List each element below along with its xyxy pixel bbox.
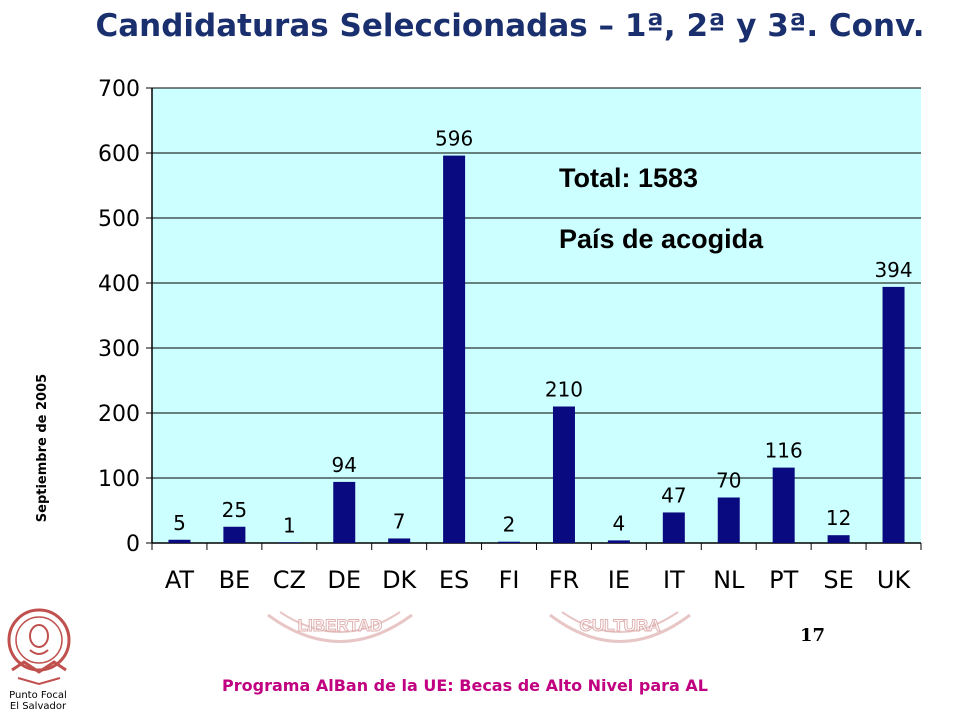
footer-text: Programa AlBan de la UE: Becas de Alto N…	[222, 676, 708, 695]
bar-se	[827, 535, 850, 543]
data-label: 70	[716, 469, 741, 493]
bar-uk	[882, 286, 905, 543]
x-tick-label: DK	[382, 566, 417, 594]
x-tick-label: SE	[823, 566, 853, 594]
y-axis: 0 100 200 300 400 500 600 700	[98, 77, 153, 557]
bar-fr	[552, 406, 575, 543]
university-seal-logo	[7, 608, 71, 686]
gridlines	[152, 87, 921, 479]
y-tick-label: 100	[98, 467, 140, 492]
y-tick-label: 0	[126, 532, 140, 557]
y-tick-label: 400	[98, 272, 140, 297]
bar-es	[443, 155, 466, 543]
bar-nl	[717, 497, 740, 543]
data-label: 116	[765, 439, 803, 463]
x-tick-label: BE	[219, 566, 251, 594]
data-label: 1	[283, 513, 296, 537]
chart-title: Candidaturas Seleccionadas – 1ª, 2ª y 3ª…	[95, 8, 925, 44]
data-label: 5	[173, 511, 186, 535]
data-label: 4	[613, 511, 626, 535]
bar-it	[662, 512, 685, 543]
data-label: 2	[503, 513, 516, 537]
bar-pt	[772, 467, 795, 543]
y-tick-label: 700	[98, 77, 140, 102]
x-tick-label: PT	[769, 566, 798, 594]
seal-caption-line1: Punto Focal	[9, 690, 67, 701]
bar-ie	[607, 540, 630, 543]
x-tick-label: FR	[549, 566, 579, 594]
data-label: 7	[393, 509, 406, 533]
y-tick-label: 300	[98, 337, 140, 362]
bars	[168, 155, 905, 543]
host-country-annotation: País de acogida	[559, 224, 764, 254]
watermark-text-right: CULTURA	[580, 616, 661, 635]
bar-fi	[498, 541, 521, 543]
data-label: 596	[435, 127, 473, 151]
x-tick-label: UK	[877, 566, 912, 594]
seal-caption-line2: El Salvador	[9, 701, 67, 712]
data-label: 12	[826, 506, 851, 530]
x-tick-label: IT	[663, 566, 685, 594]
x-tick-label: ES	[439, 566, 469, 594]
total-annotation: Total: 1583	[559, 163, 699, 193]
watermark-text-left: LIBERTAD	[298, 616, 383, 635]
bar-be	[223, 526, 246, 543]
x-tick-label: FI	[499, 566, 520, 594]
bar-cz	[278, 542, 301, 543]
bar-at	[168, 539, 191, 543]
x-tick-label: CZ	[273, 566, 306, 594]
page-number: 17	[800, 625, 826, 646]
y-tick-label: 600	[98, 142, 140, 167]
seal-caption: Punto Focal El Salvador	[0, 690, 76, 712]
x-tick-label: IE	[608, 566, 630, 594]
data-label: 25	[222, 498, 247, 522]
y-tick-label: 500	[98, 207, 140, 232]
plot-area	[152, 88, 921, 543]
bar-de	[333, 481, 356, 543]
data-label: 94	[332, 453, 357, 477]
data-label: 394	[874, 258, 912, 282]
x-tick-label: NL	[713, 566, 745, 594]
data-label: 210	[545, 378, 583, 402]
y-tick-label: 200	[98, 402, 140, 427]
x-tick-label: DE	[327, 566, 361, 594]
x-tick-label: AT	[165, 566, 195, 594]
bar-dk	[388, 538, 411, 543]
data-labels: 5 25 1 94 7 596 2 210 4 47 70 116 12 394	[173, 127, 913, 538]
data-label: 47	[661, 483, 686, 507]
